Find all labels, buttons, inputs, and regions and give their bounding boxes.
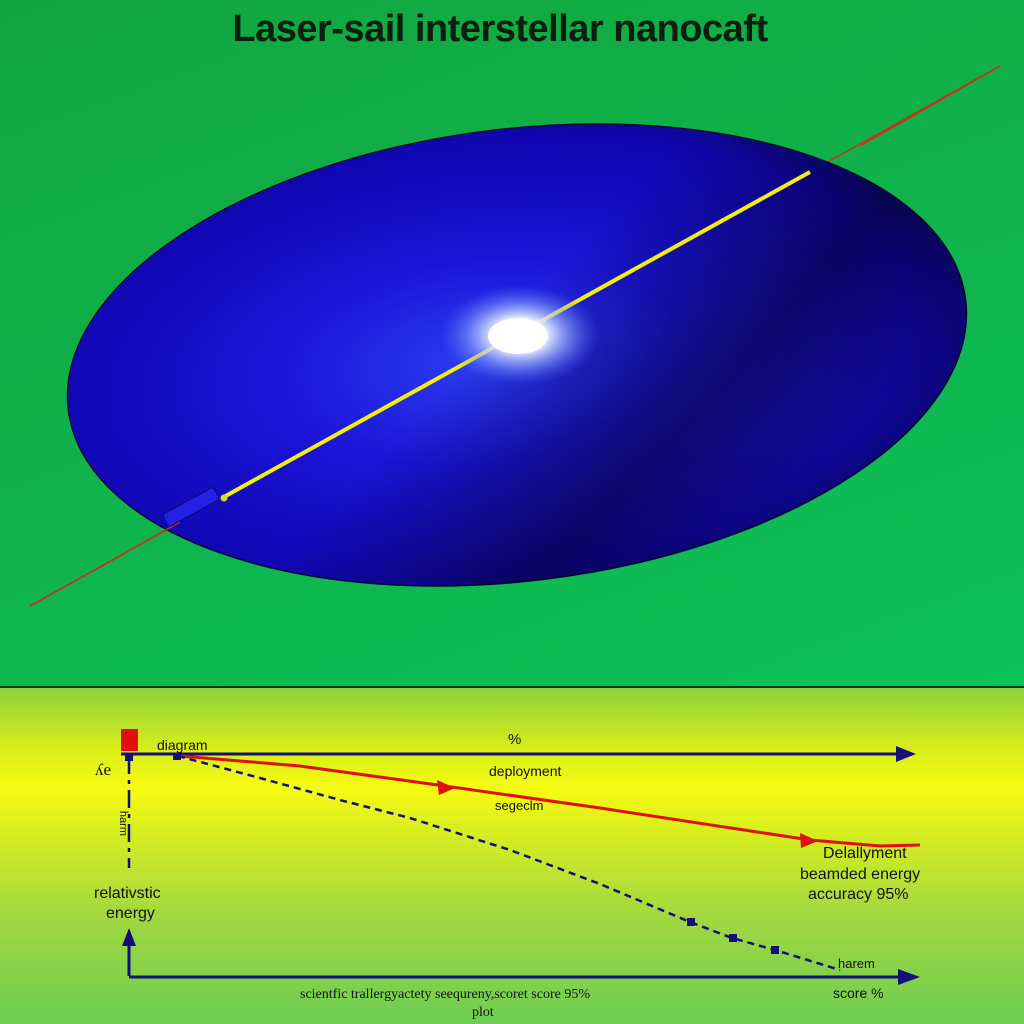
dashed-marker-2 bbox=[729, 934, 737, 942]
laser-sail-diagram bbox=[29, 65, 1001, 607]
y-vertical-label: ɯɹɐɥ bbox=[117, 811, 129, 836]
y-axis-label-line1: relativstic bbox=[94, 885, 161, 902]
page-title: Laser-sail interstellar nanocaft bbox=[232, 8, 768, 50]
right-label-line3: accuracy 95% bbox=[808, 886, 909, 903]
harem-label: harem bbox=[838, 956, 875, 971]
central-core bbox=[488, 318, 548, 354]
nanocraft-body bbox=[162, 487, 220, 527]
right-label-line1: Delallyment bbox=[823, 845, 907, 862]
top-axis-arrowhead bbox=[896, 746, 916, 762]
x-end-label: score % bbox=[833, 985, 884, 1001]
red-curve-arrow-1 bbox=[437, 780, 455, 795]
dashed-marker-1 bbox=[687, 918, 695, 926]
red-curve bbox=[179, 754, 921, 848]
y-axis-tick bbox=[125, 755, 133, 761]
x-axis-arrowhead bbox=[898, 969, 920, 985]
x-axis-label-line2: plot bbox=[472, 1005, 494, 1020]
red-marker bbox=[121, 729, 138, 751]
diagram-label: diagram bbox=[157, 737, 208, 753]
dashed-marker-start bbox=[173, 753, 181, 760]
nanocraft-tip bbox=[220, 494, 228, 502]
panel-divider bbox=[0, 686, 1024, 688]
y-axis-arrowhead bbox=[122, 928, 136, 946]
laser-line-top bbox=[859, 65, 1001, 147]
y-tick-label: ʎe bbox=[95, 760, 111, 779]
plot-panel bbox=[0, 688, 1024, 1024]
deployment-label: deployment bbox=[489, 763, 561, 779]
laser-line-front bbox=[29, 521, 181, 607]
x-axis-label-line1: scientfic trallergyactety seequreny,scor… bbox=[300, 987, 590, 1002]
red-curve-arrow-2 bbox=[800, 833, 818, 848]
top-percent-label: % bbox=[508, 731, 521, 748]
dashed-marker-3 bbox=[771, 946, 779, 954]
segment-label: segeclm bbox=[495, 798, 543, 813]
y-axis-label-line2: energy bbox=[106, 905, 155, 922]
dashed-curve bbox=[177, 754, 841, 972]
right-label-line2: beamded energy bbox=[800, 866, 920, 883]
